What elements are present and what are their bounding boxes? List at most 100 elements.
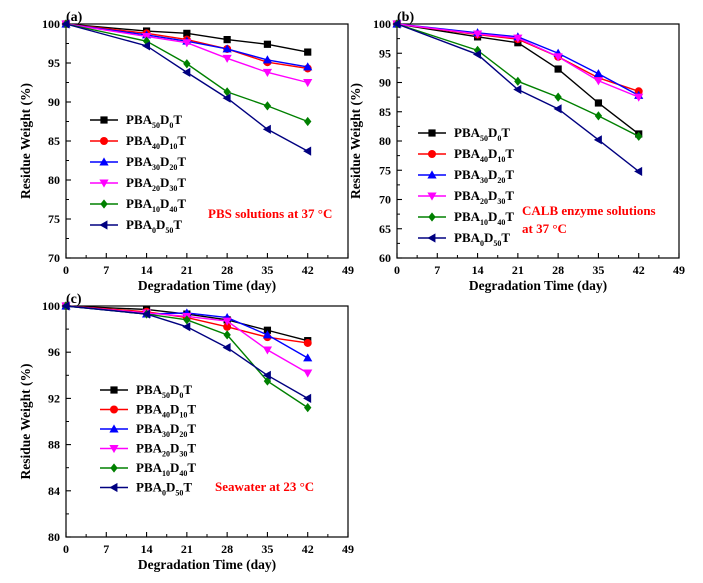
legend-swatch-marker [100,137,108,145]
x-tick-label: 35 [261,263,273,277]
x-axis-label: Degradation Time (day) [469,278,607,293]
data-point [303,353,313,362]
legend-label: PBA10D40T [454,209,514,227]
y-tick-label: 80 [379,134,391,148]
legend-label: PBA20D30T [136,441,196,459]
x-tick-label: 14 [472,263,484,277]
x-axis-label: Degradation Time (day) [138,557,276,572]
legend-label: PBA0D50T [126,217,182,235]
y-tick-label: 85 [379,105,391,119]
condition-annotation: Seawater at 23 °C [215,479,314,494]
x-tick-label: 35 [592,263,604,277]
legend-swatch-marker [100,199,108,209]
legend-swatch-marker [109,424,119,433]
data-point [303,146,312,156]
condition-annotation: PBS solutions at 37 °C [208,206,332,221]
legend-swatch-marker [100,116,108,124]
series-PBA0D50T [392,19,643,177]
data-point [303,369,313,378]
y-axis-label: Residue Weight (%) [18,83,33,199]
data-point [392,19,401,29]
legend-swatch-marker [428,129,436,137]
series-line [65,305,309,374]
legend-label: PBA10D40T [136,460,196,478]
panel-label: (b) [397,10,414,25]
data-point [634,166,643,177]
data-point [553,104,562,114]
series-line [65,23,308,70]
y-tick-label: 95 [48,56,60,70]
series-line [65,23,308,53]
y-tick-label: 96 [48,345,60,359]
x-tick-label: 21 [512,263,524,277]
legend-label: PBA20D30T [454,188,514,206]
x-tick-label: 0 [63,542,69,556]
data-point [61,301,70,311]
y-tick-label: 92 [48,391,60,405]
y-axis-label: Residue Weight (%) [348,83,363,199]
legend-label: PBA40D10T [454,146,514,164]
legend-label: PBA50D0T [454,125,510,143]
series-line [65,305,309,400]
series-line [65,23,308,84]
x-tick-label: 7 [103,542,109,556]
data-point [223,330,231,340]
y-tick-label: 80 [48,530,60,544]
chart-panel-1: (a)0 7 14 21 28 35 42 49707580859095100Degradat… [18,10,354,293]
data-point [223,36,231,44]
data-point [223,322,232,331]
data-point [222,44,232,53]
data-point [513,34,523,43]
x-tick-label: 42 [633,263,645,277]
x-tick-label: 7 [103,263,109,277]
legend-label: PBA30D20T [454,167,514,185]
x-tick-label: 7 [434,263,440,277]
data-point [514,76,522,86]
legend-swatch-marker [109,482,118,493]
y-tick-label: 95 [379,46,391,60]
series-line [396,23,640,96]
legend-label: PBA20D30T [126,175,186,193]
data-point [472,30,483,39]
x-tick-label: 0 [63,263,69,277]
legend-swatch-marker [99,220,108,230]
data-point [141,41,151,51]
y-tick-label: 80 [48,173,60,187]
x-tick-label: 14 [141,263,153,277]
y-tick-label: 85 [48,134,60,148]
x-tick-label: 28 [221,263,233,277]
series-line [65,23,308,68]
legend-label: PBA10D40T [126,196,186,214]
y-tick-label: 84 [48,484,60,498]
legend-label: PBA0D50T [454,230,510,248]
x-tick-label: 42 [302,263,314,277]
x-tick-label: 49 [673,263,685,277]
data-point [262,346,273,355]
series-line [396,23,640,172]
legend-swatch-marker [99,179,109,188]
x-tick-label: 21 [181,542,193,556]
data-point [182,39,192,48]
legend-swatch-marker [427,233,436,243]
series-line [65,305,308,342]
chart-panel-2: (b) 0 7 14 21 28 35 42 49 60 65 70 75 80 85 90 95 100 Degr… [348,10,685,293]
legend-swatch-marker [110,463,118,473]
data-point [593,77,604,86]
series-PBA0D50T [61,301,312,403]
y-axis-label: Residue Weight (%) [18,363,33,479]
y-tick-label: 88 [48,438,60,452]
legend-label: PBA50D0T [126,112,182,130]
data-point [263,326,272,334]
y-tick-label: 90 [379,76,391,90]
data-point [183,59,191,69]
legend-label: PBA30D20T [136,421,196,439]
y-tick-label: 90 [48,95,60,109]
data-point [634,93,644,102]
series-PBA20D30T [61,302,313,378]
data-point [303,79,313,88]
data-point [303,393,312,403]
series-line [396,23,640,137]
data-point [223,87,231,97]
